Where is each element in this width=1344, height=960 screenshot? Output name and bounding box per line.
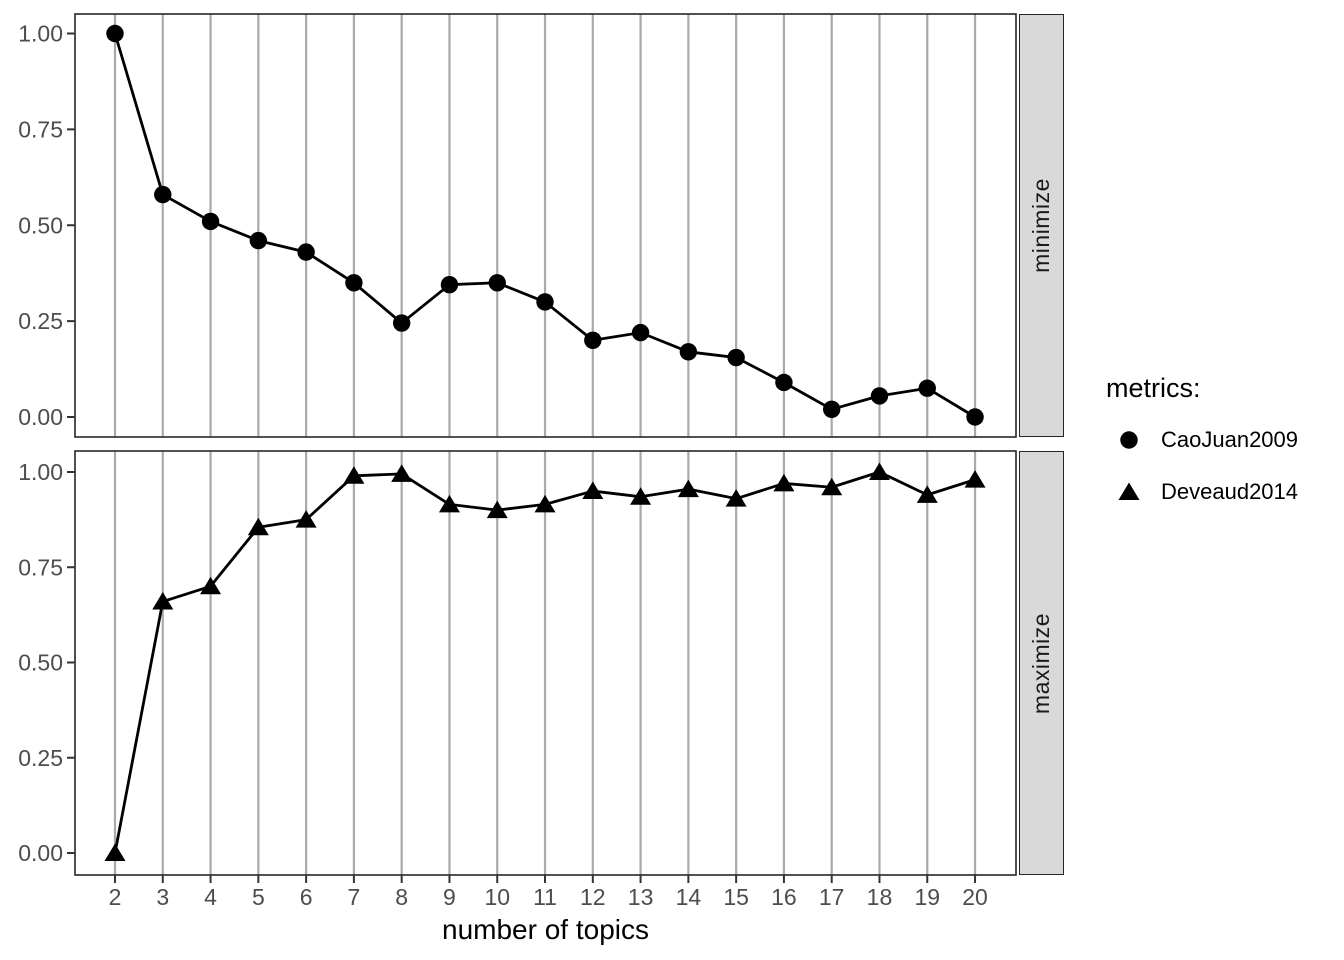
data-point-circle <box>106 24 124 43</box>
data-point-triangle <box>295 510 317 528</box>
y-tick-label: 0.75 <box>18 116 63 142</box>
y-tick-label: 1.00 <box>18 459 63 485</box>
legend-label: CaoJuan2009 <box>1161 427 1299 452</box>
x-axis-title: number of topics <box>442 914 649 945</box>
x-tick-label: 12 <box>580 884 606 910</box>
data-point-triangle <box>534 494 556 513</box>
data-point-circle <box>297 243 315 261</box>
data-point-circle <box>584 331 602 349</box>
data-point-circle <box>249 231 268 250</box>
data-point-circle <box>679 343 698 361</box>
facet-strip-label: minimize <box>1028 178 1055 273</box>
data-point-triangle <box>391 464 413 482</box>
data-point-triangle <box>486 500 508 519</box>
legend-label: Deveaud2014 <box>1161 479 1299 504</box>
data-point-triangle <box>438 494 460 513</box>
facet-strip-maximize: maximize <box>1019 451 1064 875</box>
data-point-circle <box>727 348 745 367</box>
x-tick-label: 13 <box>628 884 654 910</box>
legend-item-deveaud2014: Deveaud2014 <box>1106 466 1298 518</box>
facet-strip-minimize: minimize <box>1019 14 1064 437</box>
data-point-triangle <box>677 479 699 498</box>
data-point-triangle <box>582 481 604 500</box>
x-tick-label: 9 <box>443 884 456 910</box>
x-tick-label: 4 <box>204 884 217 910</box>
x-tick-label: 19 <box>914 884 940 910</box>
data-point-circle <box>918 379 936 397</box>
x-tick-label: 18 <box>867 884 893 910</box>
y-tick-label: 0.75 <box>18 554 63 580</box>
data-point-circle <box>440 275 459 294</box>
x-tick-label: 14 <box>676 884 702 910</box>
data-point-triangle <box>725 489 747 507</box>
data-point-circle <box>488 274 506 292</box>
y-tick-label: 0.25 <box>18 745 63 771</box>
data-point-triangle <box>821 477 843 496</box>
y-tick-label: 0.50 <box>18 212 63 238</box>
x-tick-label: 5 <box>252 884 265 910</box>
x-tick-label: 11 <box>533 884 557 910</box>
y-tick-label: 0.25 <box>18 308 63 334</box>
legend-title: metrics: <box>1106 373 1201 403</box>
data-point-circle <box>823 400 841 419</box>
data-point-triangle <box>200 576 222 595</box>
data-point-triangle <box>152 592 174 610</box>
data-point-circle <box>631 323 650 342</box>
y-tick-label: 1.00 <box>18 21 63 47</box>
data-point-circle <box>392 314 411 332</box>
data-point-triangle <box>916 485 938 503</box>
data-point-circle <box>345 274 363 292</box>
data-point-triangle <box>964 470 986 488</box>
x-tick-label: 3 <box>156 884 169 910</box>
x-tick-label: 17 <box>819 884 845 910</box>
data-point-circle <box>775 373 793 392</box>
data-point-triangle <box>343 466 365 484</box>
y-tick-label: 0.50 <box>18 650 63 676</box>
data-point-circle <box>966 408 984 426</box>
y-tick-label: 0.00 <box>18 404 63 430</box>
data-point-triangle <box>247 517 269 536</box>
data-point-circle <box>154 185 172 204</box>
data-point-circle <box>536 293 554 311</box>
x-tick-label: 20 <box>962 884 988 910</box>
x-tick-label: 10 <box>484 884 510 910</box>
legend: metrics: CaoJuan2009 Deveaud2014 <box>1106 372 1298 518</box>
data-point-triangle <box>104 843 126 861</box>
legend-item-caojuan2009: CaoJuan2009 <box>1106 414 1298 466</box>
facet-strip-label: maximize <box>1028 612 1054 714</box>
circle-marker-icon <box>1120 431 1138 449</box>
data-point-circle <box>201 212 220 231</box>
data-point-triangle <box>773 473 795 492</box>
x-tick-label: 6 <box>300 884 313 910</box>
x-tick-label: 16 <box>771 884 797 910</box>
data-point-triangle <box>868 462 890 480</box>
x-tick-label: 2 <box>109 884 122 910</box>
data-point-circle <box>870 387 889 405</box>
x-tick-label: 15 <box>723 884 749 910</box>
y-tick-label: 0.00 <box>18 840 63 866</box>
triangle-marker-icon <box>1118 482 1140 500</box>
data-point-triangle <box>630 487 652 505</box>
x-tick-label: 8 <box>395 884 408 910</box>
x-tick-label: 7 <box>348 884 361 910</box>
